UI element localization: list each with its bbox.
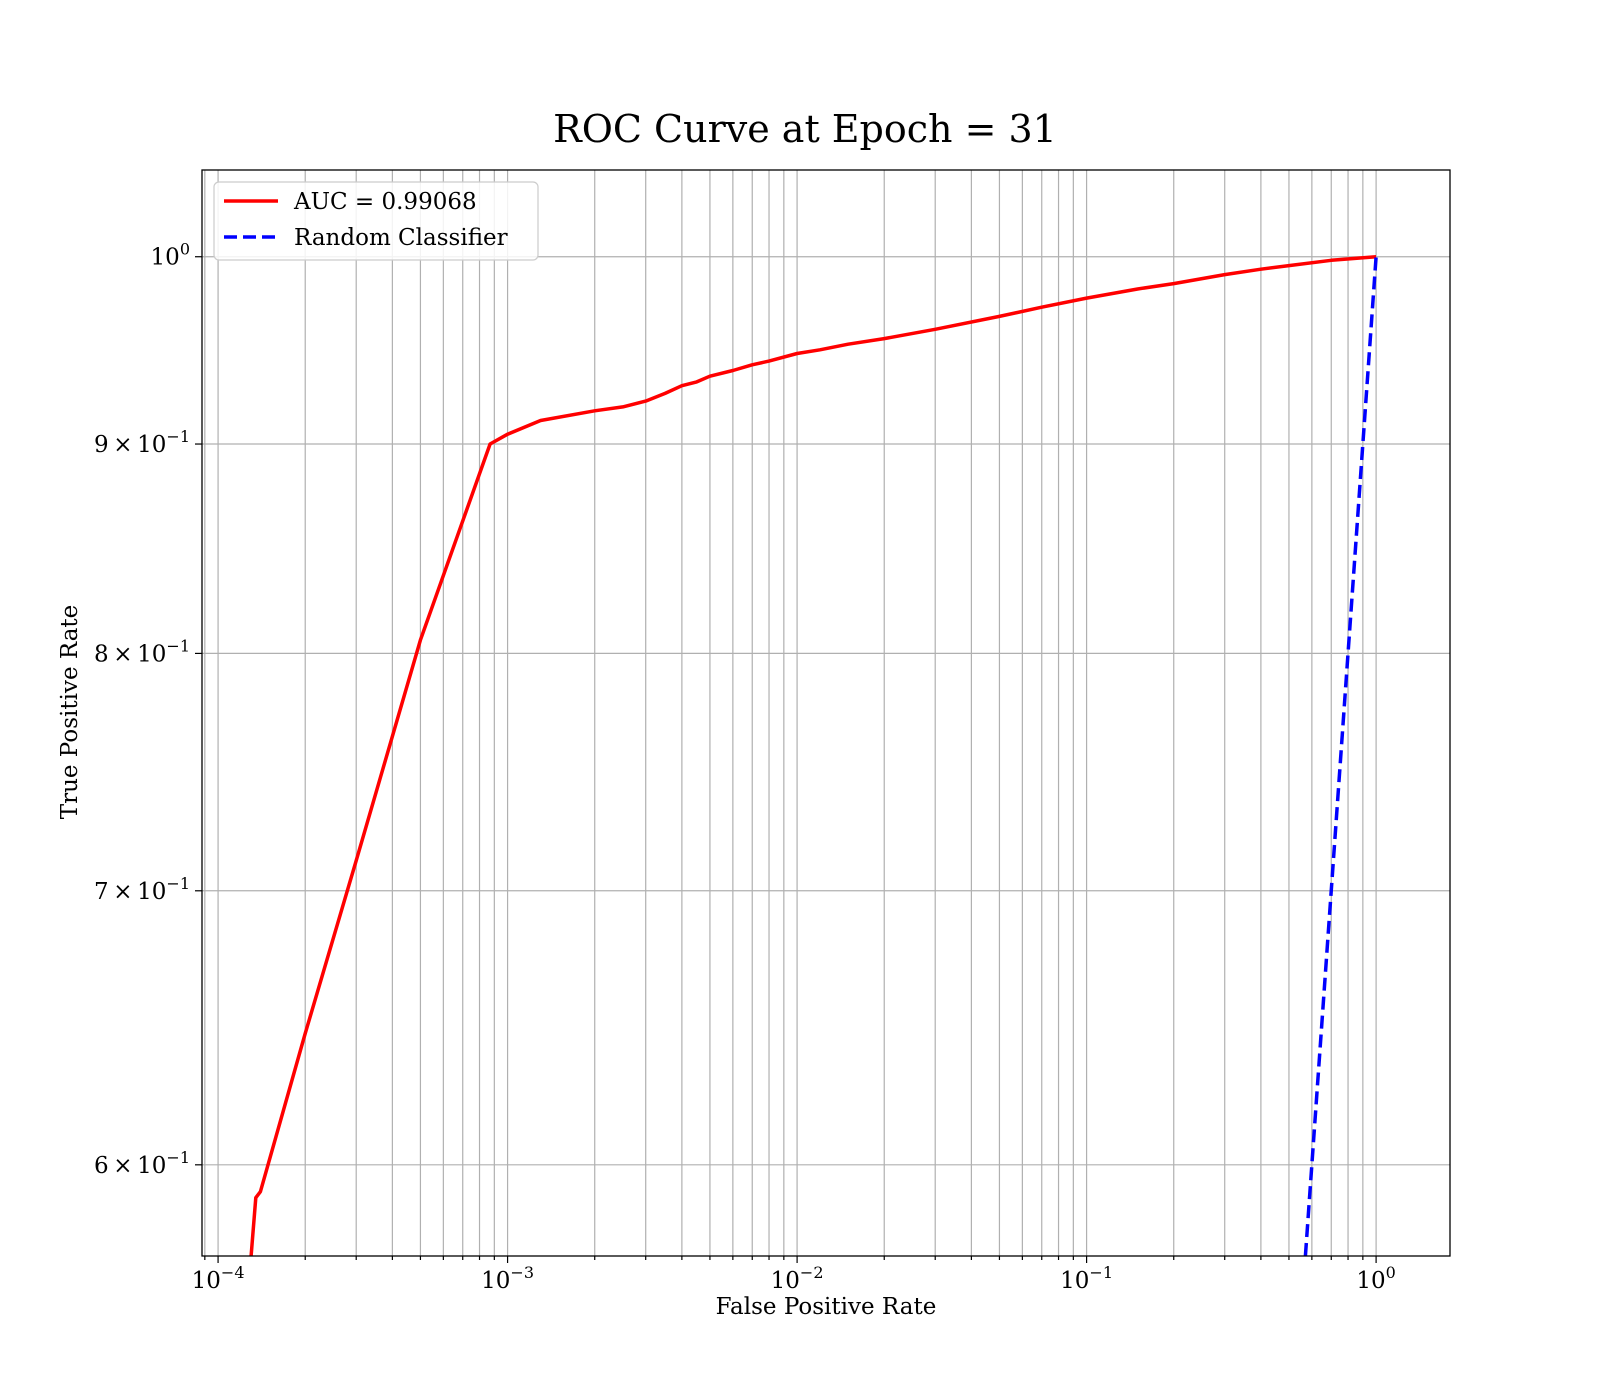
x-axis-ticks: 10−4 10−3 10−2 10−1 100 bbox=[192, 1256, 1396, 1294]
legend-label-auc: AUC = 0.99068 bbox=[293, 189, 477, 215]
series-layer bbox=[249, 254, 1378, 1256]
x-tick-label: 10−2 bbox=[771, 1263, 824, 1294]
y-tick-label: 7 × 10−1 bbox=[94, 874, 190, 905]
chart-title: ROC Curve at Epoch = 31 bbox=[553, 107, 1057, 151]
y-tick-label: 9 × 10−1 bbox=[94, 427, 190, 458]
x-tick-label: 100 bbox=[1356, 1263, 1395, 1294]
legend: AUC = 0.99068 Random Classifier bbox=[213, 181, 539, 261]
plot-frame bbox=[201, 169, 1451, 1257]
grid bbox=[202, 170, 1450, 1256]
legend-box bbox=[213, 181, 539, 261]
roc-curve-line bbox=[249, 254, 1377, 1256]
y-axis-label: True Positive Rate bbox=[57, 605, 83, 820]
y-axis-ticks: 6 × 10−1 7 × 10−1 8 × 10−1 9 × 10−1 100 bbox=[94, 240, 202, 1179]
y-tick-label: 6 × 10−1 bbox=[94, 1148, 190, 1179]
legend-label-random: Random Classifier bbox=[294, 225, 508, 251]
random-classifier-line bbox=[1303, 256, 1378, 1256]
x-tick-label: 10−4 bbox=[192, 1263, 245, 1294]
x-axis-label: False Positive Rate bbox=[716, 1294, 937, 1320]
y-tick-label: 100 bbox=[151, 240, 190, 271]
x-tick-label: 10−1 bbox=[1060, 1263, 1113, 1294]
y-tick-label: 8 × 10−1 bbox=[94, 636, 190, 667]
x-tick-label: 10−3 bbox=[481, 1263, 534, 1294]
